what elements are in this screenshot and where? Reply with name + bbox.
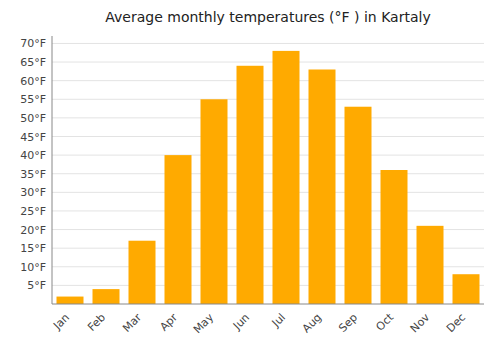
y-axis-line xyxy=(52,36,53,304)
y-tick-label: 55°F xyxy=(20,93,46,106)
grid-line xyxy=(52,117,484,118)
x-tick-label: Jun xyxy=(230,311,252,333)
chart-svg: Average monthly temperatures (°F ) in Ka… xyxy=(0,0,500,350)
x-tick-label: May xyxy=(191,311,217,337)
x-tick-label: Jul xyxy=(269,311,288,330)
bars xyxy=(57,51,480,304)
bar xyxy=(453,274,480,304)
y-tick-label: 10°F xyxy=(20,261,46,274)
x-tick-label: Oct xyxy=(373,310,396,333)
y-tick-label: 5°F xyxy=(27,279,46,292)
bar xyxy=(237,66,264,304)
bar xyxy=(309,70,336,305)
grid-line xyxy=(52,62,484,63)
bar xyxy=(93,289,120,304)
y-tick-label: 40°F xyxy=(20,149,46,162)
grid-line xyxy=(52,99,484,100)
y-tick-label: 20°F xyxy=(20,224,46,237)
x-tick-label: Jan xyxy=(50,311,72,333)
y-tick-label: 50°F xyxy=(20,112,46,125)
x-tick-label: Aug xyxy=(300,311,324,335)
x-tick-label: Mar xyxy=(120,311,144,335)
y-tick-label: 30°F xyxy=(20,186,46,199)
y-tick-label: 45°F xyxy=(20,131,46,144)
bar xyxy=(345,107,372,304)
grid-line xyxy=(52,192,484,193)
y-tick-label: 65°F xyxy=(20,56,46,69)
x-tick-label: Sep xyxy=(336,311,360,335)
title: Average monthly temperatures (°F ) in Ka… xyxy=(105,9,430,25)
y-tick-label: 25°F xyxy=(20,205,46,218)
x-tick-label: Feb xyxy=(85,311,108,334)
grid-line xyxy=(52,155,484,156)
grid-line xyxy=(52,136,484,137)
bar xyxy=(201,99,228,304)
bar xyxy=(273,51,300,304)
grid-line xyxy=(52,173,484,174)
bar xyxy=(57,297,84,304)
bar xyxy=(381,170,408,304)
bar xyxy=(129,241,156,304)
grid-line xyxy=(52,43,484,44)
x-axis-line xyxy=(52,304,484,305)
x-tick-label: Dec xyxy=(444,311,468,335)
grid-line xyxy=(52,80,484,81)
x-tick-label: Apr xyxy=(157,311,180,334)
x-tick-label: Nov xyxy=(408,311,433,336)
grid-line xyxy=(52,210,484,211)
y-tick-label: 35°F xyxy=(20,168,46,181)
y-tick-label: 15°F xyxy=(20,242,46,255)
bar xyxy=(165,155,192,304)
bar xyxy=(417,226,444,304)
chart-container: Average monthly temperatures (°F ) in Ka… xyxy=(0,0,500,350)
y-tick-label: 60°F xyxy=(20,75,46,88)
y-tick-label: 70°F xyxy=(20,37,46,50)
